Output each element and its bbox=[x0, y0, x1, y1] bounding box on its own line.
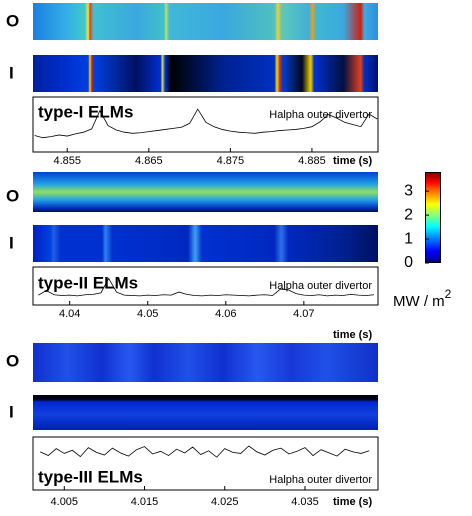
x-tick-label: 4.035 bbox=[291, 496, 319, 508]
x-tick-label: 4.025 bbox=[211, 496, 239, 508]
heatmap-outer bbox=[33, 343, 378, 382]
colorbar-tick-label: 3 bbox=[404, 182, 413, 199]
x-tick-label: 4.865 bbox=[135, 155, 163, 167]
x-tick-label: 4.855 bbox=[53, 155, 81, 167]
plot-frame bbox=[32, 266, 379, 306]
signal-line bbox=[34, 108, 378, 139]
colorbar bbox=[425, 172, 441, 263]
row-label: O bbox=[6, 11, 19, 30]
x-tick-label: 4.015 bbox=[131, 496, 159, 508]
colorbar-label-text: MW / m bbox=[393, 293, 445, 310]
x-tick-label: 4.005 bbox=[51, 496, 79, 508]
heatmap-inner bbox=[33, 225, 378, 262]
x-axis-label: time (s) bbox=[333, 329, 372, 341]
colorbar-label: MW / m2 bbox=[393, 287, 452, 310]
x-axis-label: time (s) bbox=[333, 496, 372, 508]
colorbar-tick-label: 0 bbox=[404, 254, 413, 271]
annotation: Halpha outer divertor bbox=[269, 280, 372, 292]
panel-title: type-III ELMs bbox=[38, 467, 143, 486]
plot-frame bbox=[32, 96, 379, 153]
colorbar-tick-label: 2 bbox=[404, 206, 413, 223]
row-label: I bbox=[9, 63, 14, 82]
x-tick-label: 4.885 bbox=[298, 155, 326, 167]
x-tick-label: 4.07 bbox=[293, 308, 314, 320]
heatmap-inner bbox=[33, 395, 378, 430]
annotation: Halpha outer divertor bbox=[269, 474, 372, 486]
signal-line bbox=[40, 445, 370, 458]
row-label: I bbox=[9, 233, 14, 252]
colorbar-tick-label: 1 bbox=[404, 230, 413, 247]
heatmap-outer bbox=[33, 172, 378, 212]
x-tick-label: 4.875 bbox=[217, 155, 245, 167]
x-tick-label: 4.06 bbox=[215, 308, 236, 320]
signal-line bbox=[38, 277, 375, 297]
row-label: O bbox=[6, 351, 19, 370]
x-tick-label: 4.05 bbox=[137, 308, 158, 320]
panel-title: type-II ELMs bbox=[38, 273, 138, 292]
colorbar-label-sup: 2 bbox=[445, 287, 452, 301]
panel-title: type-I ELMs bbox=[38, 102, 133, 121]
x-axis-label: time (s) bbox=[333, 155, 372, 167]
heatmap-inner bbox=[33, 55, 378, 92]
heatmap-outer bbox=[33, 3, 378, 40]
row-label: O bbox=[6, 186, 19, 205]
annotation: Halpha outer divertor bbox=[269, 109, 372, 121]
row-label: I bbox=[9, 402, 14, 421]
x-tick-label: 4.04 bbox=[59, 308, 80, 320]
plot-frame bbox=[32, 436, 379, 491]
